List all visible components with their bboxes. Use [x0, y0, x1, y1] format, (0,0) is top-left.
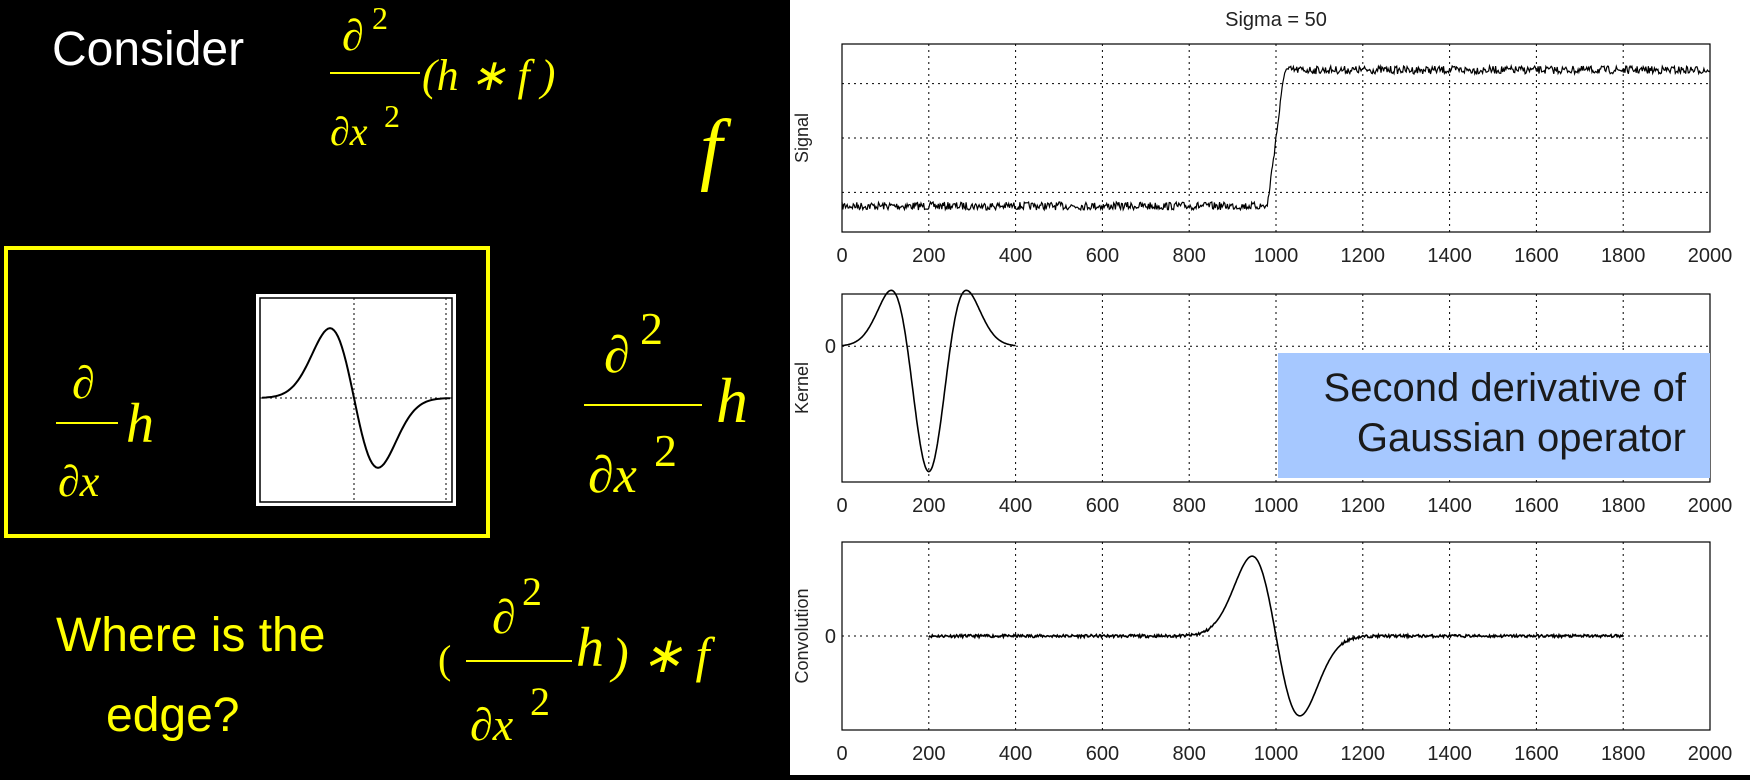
first-derivative-plot: [256, 294, 456, 506]
chart-1-xtick-1200: 1200: [1341, 245, 1386, 267]
callout-line2: Gaussian operator: [1356, 416, 1686, 460]
chart-2-xtick-600: 600: [1086, 495, 1119, 517]
second-derivative-denominator: ∂x: [588, 447, 637, 504]
first-derivative-denominator: ∂x: [58, 457, 100, 506]
expr-top-denominator: ∂x: [330, 109, 368, 154]
chart-2-xtick-1000: 1000: [1254, 495, 1299, 517]
first-derivative-box: [4, 246, 490, 538]
chart-title: Sigma = 50: [1225, 9, 1327, 31]
expr-bottom-denominator-power: 2: [530, 679, 550, 724]
expr-top-partial: ∂: [342, 11, 364, 60]
second-derivative-numerator: ∂: [604, 327, 630, 384]
chart-3-xtick-600: 600: [1086, 743, 1119, 765]
chart-1-xtick-2000: 2000: [1688, 245, 1733, 267]
consider-label: Consider: [52, 23, 245, 76]
chart-2-xtick-1800: 1800: [1601, 495, 1646, 517]
expr-bottom-close: ) ∗ f: [612, 627, 710, 683]
chart-2-xtick-0: 0: [836, 495, 847, 517]
chart-3-xtick-1600: 1600: [1514, 743, 1559, 765]
expr-top-denominator-power: 2: [384, 98, 400, 134]
chart-1-xtick-600: 600: [1086, 245, 1119, 267]
expr-bottom-power: 2: [522, 569, 542, 614]
expr-bottom-denominator: ∂x: [470, 699, 514, 750]
first-derivative-numerator: ∂: [72, 357, 95, 408]
second-derivative-denominator-power: 2: [654, 425, 677, 476]
chart-2-kernel-line: [841, 289, 1016, 473]
chart-3-ylabel: Convolution: [792, 588, 812, 683]
chart-2-ytick-0: 0: [825, 336, 836, 358]
where-label-line1: Where is the: [56, 609, 326, 662]
chart-1-xtick-400: 400: [999, 245, 1032, 267]
chart-1-xtick-800: 800: [1173, 245, 1206, 267]
expr-top-body: (h ∗ f ): [422, 51, 556, 100]
chart-3-xtick-400: 400: [999, 743, 1032, 765]
expr-bottom-numerator: ∂: [492, 591, 516, 644]
second-derivative-power: 2: [640, 303, 663, 354]
second-derivative-operand: h: [716, 365, 748, 436]
left-panel: Consider ∂ 2 ∂x 2 (h ∗ f ) f ∂ ∂x h ∂ 2 …: [0, 0, 790, 775]
chart-2-xtick-800: 800: [1173, 495, 1206, 517]
chart-3-ytick-0: 0: [825, 626, 836, 648]
expr-bottom-fraction-line: [466, 660, 572, 662]
chart-2-ylabel: Kernel: [792, 362, 812, 414]
expr-bottom-open: (: [438, 637, 452, 682]
first-derivative-fraction-line: [56, 422, 118, 424]
chart-3-xtick-1800: 1800: [1601, 743, 1646, 765]
chart-3-xtick-800: 800: [1173, 743, 1206, 765]
chart-1-xtick-1600: 1600: [1514, 245, 1559, 267]
chart-2-xtick-1200: 1200: [1341, 495, 1386, 517]
chart-1-xtick-200: 200: [912, 245, 945, 267]
first-derivative-operand: h: [126, 393, 154, 455]
chart-1-xtick-0: 0: [836, 245, 847, 267]
chart-3-xtick-2000: 2000: [1688, 743, 1733, 765]
chart-2-xtick-400: 400: [999, 495, 1032, 517]
chart-2-xtick-1600: 1600: [1514, 495, 1559, 517]
where-label-line2: edge?: [106, 689, 240, 742]
plots-svg: 0 200 400 600 800 1000 1200 1400 1600 1800 2000Sig…: [792, 9, 1733, 765]
chart-2-xtick-1400: 1400: [1427, 495, 1472, 517]
expr-top-power: 2: [372, 0, 388, 36]
callout-box: Second derivative of Gaussian operator: [1278, 353, 1710, 478]
expr-bottom-operand: h: [576, 617, 604, 679]
callout-line1: Second derivative of: [1323, 366, 1686, 410]
chart-3-convolution-line: [928, 555, 1624, 717]
chart-3-xtick-0: 0: [836, 743, 847, 765]
f-symbol: f: [700, 105, 723, 193]
chart-3-xtick-200: 200: [912, 743, 945, 765]
chart-3-xtick-1400: 1400: [1427, 743, 1472, 765]
chart-1-xtick-1400: 1400: [1427, 245, 1472, 267]
chart-3-xtick-1200: 1200: [1341, 743, 1386, 765]
chart-1-xtick-1800: 1800: [1601, 245, 1646, 267]
chart-1-xtick-1000: 1000: [1254, 245, 1299, 267]
chart-2-xtick-2000: 2000: [1688, 495, 1733, 517]
expr-top-fraction-line: [330, 72, 420, 74]
chart-3-xtick-1000: 1000: [1254, 743, 1299, 765]
second-derivative-fraction-line: [584, 404, 702, 406]
chart-1-ylabel: Signal: [792, 113, 812, 163]
chart-1-signal-line: [841, 63, 1711, 212]
chart-2-xtick-200: 200: [912, 495, 945, 517]
